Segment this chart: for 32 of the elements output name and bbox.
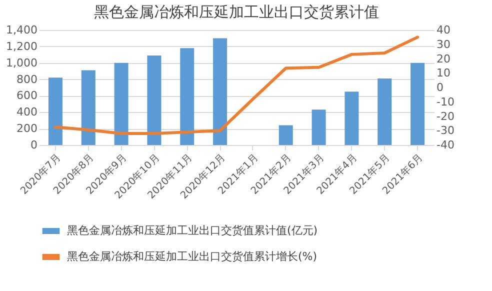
line-series (54, 36, 420, 135)
y-tick-label: 1,200 (6, 40, 38, 53)
bar (114, 62, 128, 145)
bar (180, 48, 194, 145)
bar (278, 125, 293, 145)
y2-tick-label: -20 (436, 110, 454, 123)
bar (344, 92, 359, 145)
y2-tick-label: 30 (436, 38, 450, 51)
y2-tick-label: -40 (436, 138, 454, 152)
y-tick-label: 1,400 (6, 24, 38, 36)
y2-tick-label: -30 (436, 124, 454, 138)
chart-title: 黑色金属冶炼和压延加工业出口交货累计值 (94, 3, 379, 21)
y2-tick-label: 20 (436, 52, 450, 66)
bar (147, 55, 162, 145)
y-tick-label: 600 (16, 89, 38, 102)
bar (410, 62, 425, 145)
y-tick-label: 0 (30, 138, 38, 152)
legend-label: 黑色金属冶炼和压延加工业出口交货值累计增长(%) (67, 250, 318, 263)
y-tick-label: 200 (16, 122, 38, 136)
y2-tick-label: 10 (436, 66, 450, 80)
bar (213, 38, 228, 145)
y-tick-label: 400 (16, 106, 38, 119)
y2-tick-label: 40 (436, 24, 450, 36)
y2-tick-label: -10 (436, 95, 454, 108)
bar (48, 78, 62, 145)
bar (312, 110, 326, 145)
bar (81, 70, 96, 145)
legend-label: 黑色金属冶炼和压延加工业出口交货值累计值(亿元) (67, 224, 318, 237)
bar (378, 78, 392, 145)
y2-tick-label: 0 (436, 81, 444, 94)
y-tick-label: 1,000 (6, 56, 38, 70)
y-tick-label: 800 (16, 72, 38, 86)
